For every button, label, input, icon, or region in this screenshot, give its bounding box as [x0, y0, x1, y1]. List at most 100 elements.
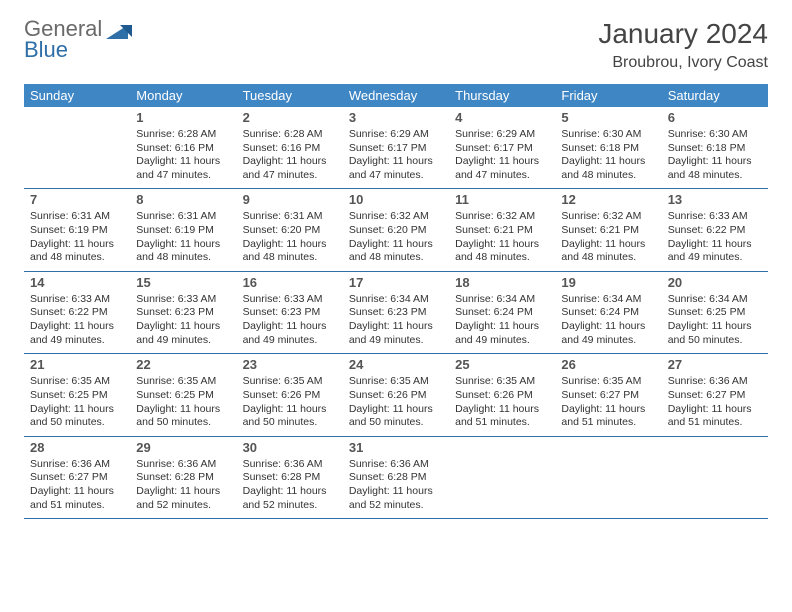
sunset-line: Sunset: 6:23 PM: [243, 306, 337, 320]
weekday-header: Tuesday: [237, 84, 343, 107]
daylight-line: Daylight: 11 hours and 48 minutes.: [243, 238, 337, 265]
sunrise-line: Sunrise: 6:32 AM: [349, 210, 443, 224]
sunrise-line: Sunrise: 6:36 AM: [349, 458, 443, 472]
sunset-line: Sunset: 6:28 PM: [349, 471, 443, 485]
daylight-line: Daylight: 11 hours and 52 minutes.: [136, 485, 230, 512]
daylight-line: Daylight: 11 hours and 49 minutes.: [136, 320, 230, 347]
calendar-cell: 16Sunrise: 6:33 AMSunset: 6:23 PMDayligh…: [237, 271, 343, 353]
day-number: 19: [561, 275, 655, 292]
calendar-cell: 13Sunrise: 6:33 AMSunset: 6:22 PMDayligh…: [662, 189, 768, 271]
calendar-body: 1Sunrise: 6:28 AMSunset: 6:16 PMDaylight…: [24, 107, 768, 519]
sunrise-line: Sunrise: 6:35 AM: [349, 375, 443, 389]
calendar-cell: 6Sunrise: 6:30 AMSunset: 6:18 PMDaylight…: [662, 107, 768, 189]
sunset-line: Sunset: 6:26 PM: [243, 389, 337, 403]
weekday-header: Saturday: [662, 84, 768, 107]
calendar-cell: 7Sunrise: 6:31 AMSunset: 6:19 PMDaylight…: [24, 189, 130, 271]
calendar-cell: 4Sunrise: 6:29 AMSunset: 6:17 PMDaylight…: [449, 107, 555, 189]
daylight-line: Daylight: 11 hours and 47 minutes.: [243, 155, 337, 182]
daylight-line: Daylight: 11 hours and 51 minutes.: [30, 485, 124, 512]
calendar-cell: 8Sunrise: 6:31 AMSunset: 6:19 PMDaylight…: [130, 189, 236, 271]
sunrise-line: Sunrise: 6:31 AM: [136, 210, 230, 224]
daylight-line: Daylight: 11 hours and 48 minutes.: [30, 238, 124, 265]
sunrise-line: Sunrise: 6:35 AM: [136, 375, 230, 389]
calendar-cell: 2Sunrise: 6:28 AMSunset: 6:16 PMDaylight…: [237, 107, 343, 189]
day-number: 26: [561, 357, 655, 374]
daylight-line: Daylight: 11 hours and 47 minutes.: [349, 155, 443, 182]
daylight-line: Daylight: 11 hours and 48 minutes.: [136, 238, 230, 265]
day-number: 14: [30, 275, 124, 292]
day-number: 9: [243, 192, 337, 209]
daylight-line: Daylight: 11 hours and 49 minutes.: [243, 320, 337, 347]
calendar-cell: 23Sunrise: 6:35 AMSunset: 6:26 PMDayligh…: [237, 354, 343, 436]
calendar-cell: 21Sunrise: 6:35 AMSunset: 6:25 PMDayligh…: [24, 354, 130, 436]
weekday-header: Monday: [130, 84, 236, 107]
sunset-line: Sunset: 6:17 PM: [455, 142, 549, 156]
logo-text: General Blue: [24, 18, 102, 61]
sunrise-line: Sunrise: 6:31 AM: [30, 210, 124, 224]
sunrise-line: Sunrise: 6:35 AM: [243, 375, 337, 389]
day-number: 23: [243, 357, 337, 374]
day-number: 3: [349, 110, 443, 127]
day-number: 13: [668, 192, 762, 209]
sunrise-line: Sunrise: 6:35 AM: [30, 375, 124, 389]
day-number: 28: [30, 440, 124, 457]
calendar-cell: 17Sunrise: 6:34 AMSunset: 6:23 PMDayligh…: [343, 271, 449, 353]
title-block: January 2024 Broubrou, Ivory Coast: [598, 18, 768, 72]
daylight-line: Daylight: 11 hours and 51 minutes.: [561, 403, 655, 430]
daylight-line: Daylight: 11 hours and 50 minutes.: [30, 403, 124, 430]
calendar-row: 1Sunrise: 6:28 AMSunset: 6:16 PMDaylight…: [24, 107, 768, 189]
daylight-line: Daylight: 11 hours and 49 minutes.: [455, 320, 549, 347]
daylight-line: Daylight: 11 hours and 50 minutes.: [349, 403, 443, 430]
sunrise-line: Sunrise: 6:34 AM: [561, 293, 655, 307]
sunrise-line: Sunrise: 6:34 AM: [455, 293, 549, 307]
sunset-line: Sunset: 6:23 PM: [136, 306, 230, 320]
daylight-line: Daylight: 11 hours and 48 minutes.: [668, 155, 762, 182]
day-number: 29: [136, 440, 230, 457]
calendar-row: 7Sunrise: 6:31 AMSunset: 6:19 PMDaylight…: [24, 189, 768, 271]
calendar-cell: 12Sunrise: 6:32 AMSunset: 6:21 PMDayligh…: [555, 189, 661, 271]
daylight-line: Daylight: 11 hours and 47 minutes.: [136, 155, 230, 182]
sunset-line: Sunset: 6:25 PM: [136, 389, 230, 403]
day-number: 27: [668, 357, 762, 374]
sunset-line: Sunset: 6:22 PM: [30, 306, 124, 320]
weekday-header: Wednesday: [343, 84, 449, 107]
calendar-cell: 19Sunrise: 6:34 AMSunset: 6:24 PMDayligh…: [555, 271, 661, 353]
sunset-line: Sunset: 6:27 PM: [668, 389, 762, 403]
day-number: 21: [30, 357, 124, 374]
daylight-line: Daylight: 11 hours and 52 minutes.: [349, 485, 443, 512]
sunrise-line: Sunrise: 6:33 AM: [136, 293, 230, 307]
calendar-cell: 24Sunrise: 6:35 AMSunset: 6:26 PMDayligh…: [343, 354, 449, 436]
daylight-line: Daylight: 11 hours and 48 minutes.: [561, 238, 655, 265]
daylight-line: Daylight: 11 hours and 50 minutes.: [668, 320, 762, 347]
daylight-line: Daylight: 11 hours and 49 minutes.: [668, 238, 762, 265]
calendar-cell: [449, 436, 555, 518]
daylight-line: Daylight: 11 hours and 49 minutes.: [561, 320, 655, 347]
calendar-cell: 5Sunrise: 6:30 AMSunset: 6:18 PMDaylight…: [555, 107, 661, 189]
sunrise-line: Sunrise: 6:33 AM: [668, 210, 762, 224]
sunset-line: Sunset: 6:19 PM: [136, 224, 230, 238]
day-number: 2: [243, 110, 337, 127]
day-number: 24: [349, 357, 443, 374]
sunrise-line: Sunrise: 6:30 AM: [668, 128, 762, 142]
logo: General Blue: [24, 18, 132, 61]
day-number: 7: [30, 192, 124, 209]
sunset-line: Sunset: 6:28 PM: [136, 471, 230, 485]
daylight-line: Daylight: 11 hours and 48 minutes.: [561, 155, 655, 182]
sunrise-line: Sunrise: 6:35 AM: [561, 375, 655, 389]
sunset-line: Sunset: 6:22 PM: [668, 224, 762, 238]
day-number: 15: [136, 275, 230, 292]
sunrise-line: Sunrise: 6:30 AM: [561, 128, 655, 142]
day-number: 4: [455, 110, 549, 127]
sunrise-line: Sunrise: 6:31 AM: [243, 210, 337, 224]
daylight-line: Daylight: 11 hours and 52 minutes.: [243, 485, 337, 512]
sunset-line: Sunset: 6:24 PM: [455, 306, 549, 320]
sunrise-line: Sunrise: 6:36 AM: [668, 375, 762, 389]
calendar-cell: 28Sunrise: 6:36 AMSunset: 6:27 PMDayligh…: [24, 436, 130, 518]
day-number: 22: [136, 357, 230, 374]
sunset-line: Sunset: 6:27 PM: [30, 471, 124, 485]
calendar-cell: 3Sunrise: 6:29 AMSunset: 6:17 PMDaylight…: [343, 107, 449, 189]
sunrise-line: Sunrise: 6:32 AM: [455, 210, 549, 224]
sunset-line: Sunset: 6:19 PM: [30, 224, 124, 238]
sunrise-line: Sunrise: 6:33 AM: [30, 293, 124, 307]
sunrise-line: Sunrise: 6:36 AM: [243, 458, 337, 472]
